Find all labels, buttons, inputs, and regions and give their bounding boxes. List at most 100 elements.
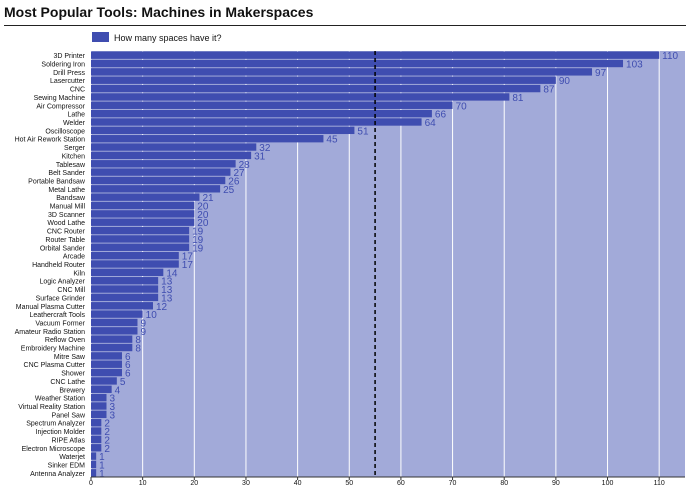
value-label: 13 [161,285,173,296]
category-label: Orbital Sander [40,245,86,252]
value-label: 9 [140,318,146,329]
bar [91,51,660,59]
value-label: 6 [125,369,131,380]
value-label: 20 [197,218,209,229]
bar [91,193,200,201]
category-label: Reflow Oven [45,337,85,344]
bar [91,302,153,310]
value-label: 1 [99,452,105,463]
value-label: 13 [161,293,173,304]
category-label: CNC Mill [57,287,85,294]
category-label: Electron Microscope [22,446,86,453]
bar [91,352,122,360]
category-label: Air Compressor [36,103,85,110]
category-label: Surface Grinder [36,295,86,302]
category-label: Waterjet [59,454,85,461]
x-tick-label: 30 [242,480,250,486]
x-tick-label: 90 [552,480,560,486]
bar [91,59,624,68]
x-tick-label: 10 [139,480,147,486]
category-label: Leathercraft Tools [29,312,85,319]
x-tick-label: 40 [294,480,302,486]
value-label: 64 [425,118,437,129]
bar [91,318,138,327]
value-label: 81 [512,93,524,104]
value-label: 10 [146,310,158,321]
bar [91,118,422,126]
bar [91,327,138,335]
value-label: 4 [115,385,121,396]
bar [91,377,117,385]
category-label: Tablesaw [56,162,86,169]
category-label: Virtual Reality Station [18,404,85,411]
bar [91,160,236,168]
category-label: Oscilloscope [45,128,85,135]
category-label: Router Table [45,237,85,244]
category-label: Kiln [73,270,85,277]
value-label: 25 [223,185,235,196]
value-label: 51 [357,126,369,137]
category-label: Serger [64,145,86,152]
value-label: 19 [192,227,204,238]
bar [91,469,97,477]
category-label: Sewing Machine [34,95,85,102]
category-label: Drill Press [53,70,85,77]
value-label: 6 [125,360,131,371]
value-label: 45 [326,135,338,146]
value-label: 1 [99,469,105,480]
bar [91,410,107,419]
x-tick-label: 110 [654,480,665,486]
value-label: 2 [104,435,110,446]
value-label: 17 [182,260,194,271]
bar [91,76,556,84]
legend-label: How many spaces have it? [114,33,222,43]
category-label: Arcade [63,254,85,261]
bar [91,135,324,143]
bar [91,168,231,176]
bar [91,126,355,135]
category-label: Weather Station [35,396,85,403]
value-label: 13 [161,277,173,288]
bar [91,293,159,302]
category-label: Lasercutter [50,78,86,85]
value-label: 66 [435,110,447,121]
x-tick-label: 0 [89,480,93,486]
x-tick-label: 50 [345,480,353,486]
category-label: Belt Sander [48,170,85,177]
value-label: 21 [202,193,214,204]
bar [91,277,159,285]
category-label: Panel Saw [52,412,86,419]
bar [91,185,221,193]
value-label: 8 [135,344,141,355]
value-label: 26 [228,176,240,187]
value-label: 90 [559,76,571,87]
value-label: 12 [156,302,168,313]
category-label: Metal Lathe [48,187,85,194]
category-label: Shower [61,371,85,378]
category-label: Manual Plasma Cutter [16,304,86,311]
value-label: 19 [192,235,204,246]
category-label: Amateur Radio Station [15,329,86,336]
category-label: Mitre Saw [54,354,86,361]
bar [91,68,593,76]
bar [91,210,195,218]
value-label: 8 [135,335,141,346]
bar [91,335,133,343]
category-label: Embroidery Machine [21,346,85,353]
bar [91,393,107,402]
x-tick-label: 100 [602,480,614,486]
category-label: Portable Bandsaw [28,178,86,185]
bar [91,310,143,318]
category-label: Lathe [67,112,85,119]
category-label: RIPE Atlas [52,437,86,444]
category-label: 3D Scanner [48,212,86,219]
value-label: 27 [233,168,245,179]
bar [91,444,102,452]
bar [91,201,195,210]
category-label: Vacuum Former [35,320,85,327]
value-label: 32 [259,143,271,154]
bar [91,143,257,151]
category-label: Spectrum Analyzer [26,421,85,428]
bar [91,151,252,160]
